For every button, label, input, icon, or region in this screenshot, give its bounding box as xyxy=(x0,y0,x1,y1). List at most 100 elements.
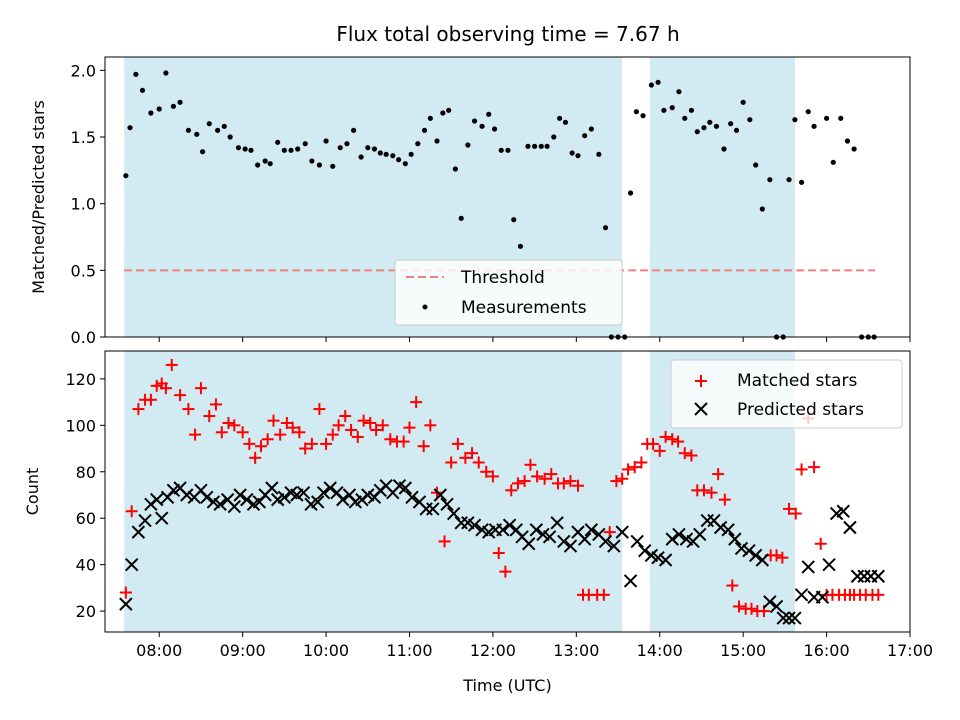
measurement-point xyxy=(713,123,720,129)
predicted-star-point xyxy=(638,544,652,558)
predicted-star-point xyxy=(822,557,836,572)
predicted-star-point xyxy=(265,481,279,495)
predicted-star-point xyxy=(124,557,139,572)
x-tick-label: 11:00 xyxy=(386,641,432,660)
y-tick-label: 120 xyxy=(65,370,96,389)
measurement-point xyxy=(627,190,634,196)
x-tick-label: 17:00 xyxy=(887,641,933,660)
matched-star-point xyxy=(705,486,718,499)
measurement-point xyxy=(200,149,206,155)
matched-star-point xyxy=(678,447,691,460)
matched-star-point xyxy=(132,403,145,416)
measurement-point xyxy=(235,145,242,151)
matched-star-point xyxy=(182,403,195,416)
measurement-point xyxy=(163,70,169,76)
predicted-star-point xyxy=(755,553,770,567)
y-tick-label: 60 xyxy=(76,509,96,528)
top-legend: Threshold Measurements xyxy=(394,259,623,326)
y-tick-label: 1.0 xyxy=(71,195,96,214)
bottom-shaded-intervals xyxy=(124,351,795,632)
x-axis-label: Time (UTC) xyxy=(462,676,551,695)
measurement-point xyxy=(206,121,212,127)
matched-star-point xyxy=(236,426,249,439)
predicted-star-point xyxy=(769,599,784,614)
predicted-star-point xyxy=(200,490,214,505)
measurement-point xyxy=(688,107,695,113)
measurement-point xyxy=(309,158,315,164)
measurement-point xyxy=(805,109,811,115)
predicted-star-point xyxy=(782,611,796,625)
matched-star-point xyxy=(424,419,437,432)
bottom-legend-box xyxy=(670,359,903,429)
matched-star-point xyxy=(492,547,505,560)
bottom-axes-frame xyxy=(104,350,911,633)
measurement-point xyxy=(721,146,727,152)
measurement-point xyxy=(532,143,538,149)
measurement-point xyxy=(365,145,371,151)
x-tick-label: 10:00 xyxy=(303,641,349,660)
measurement-point xyxy=(344,141,350,147)
measurement-point xyxy=(471,118,478,124)
measurement-point xyxy=(177,99,183,105)
measurement-point xyxy=(402,161,408,167)
shaded-interval-1 xyxy=(124,351,623,632)
matched-star-point xyxy=(119,586,132,599)
matched-star-point xyxy=(557,477,570,490)
matched-star-point xyxy=(628,461,641,474)
predicted-star-point xyxy=(630,534,644,549)
measurement-point xyxy=(337,145,343,151)
measurement-point xyxy=(759,206,765,212)
measurement-point xyxy=(596,151,602,157)
measurement-point xyxy=(505,147,511,153)
ratio-panel: 0.00.51.01.52.0 Matched/Predicted stars … xyxy=(29,56,911,347)
matched-star-point xyxy=(174,389,187,402)
measurement-point xyxy=(498,147,504,153)
predicted-star-point xyxy=(734,541,749,556)
measurement-point xyxy=(544,143,550,149)
matched-star-point xyxy=(339,410,352,423)
measurement-point xyxy=(811,123,817,129)
predicted-star-point xyxy=(529,523,543,537)
matched-star-point xyxy=(814,537,827,550)
matched-star-point xyxy=(472,456,485,469)
matched-star-point xyxy=(789,507,802,520)
predicted-star-point xyxy=(336,492,350,507)
measurement-point xyxy=(281,147,287,153)
matched-star-point xyxy=(518,475,531,488)
matched-star-point xyxy=(459,451,472,464)
top-axis-ticks: 0.0 0.5 1.0 1.5 2.0 xyxy=(71,61,911,347)
matched-star-point xyxy=(189,428,202,441)
matched-star-point xyxy=(417,440,430,453)
measurement-point xyxy=(446,107,452,113)
bottom-legend: Matched stars Predicted stars xyxy=(670,359,903,429)
measurement-point xyxy=(525,143,531,149)
measurement-point xyxy=(633,109,639,115)
measurement-point xyxy=(427,115,433,121)
matched-star-point xyxy=(165,358,178,371)
measurement-point xyxy=(538,143,544,149)
measurement-point xyxy=(465,142,471,148)
matched-star-point xyxy=(159,382,172,395)
measurement-point xyxy=(267,161,273,167)
matched-star-point xyxy=(125,505,138,518)
matched-legend-label: Matched stars xyxy=(737,371,857,391)
matched-star-point xyxy=(635,456,648,469)
measurement-point xyxy=(371,146,378,152)
y-tick-label: 100 xyxy=(65,416,96,435)
measurement-point xyxy=(694,129,700,135)
measurement-point xyxy=(557,115,563,121)
x-tick-label: 12:00 xyxy=(470,641,516,660)
matched-star-point xyxy=(616,472,629,485)
threshold-legend-label: Threshold xyxy=(460,268,545,288)
matched-star-point xyxy=(511,477,524,490)
matched-star-point xyxy=(320,437,333,450)
measurement-point xyxy=(798,179,805,185)
measurement-point xyxy=(262,158,268,164)
measurement-point xyxy=(676,89,682,95)
predicted-star-point xyxy=(150,492,164,507)
predicted-star-point xyxy=(748,548,763,563)
predicted-star-point xyxy=(672,527,686,542)
measurement-point xyxy=(288,147,294,153)
y-tick-label: 0.0 xyxy=(71,328,96,347)
bottom-y-axis-label: Count xyxy=(23,468,42,516)
